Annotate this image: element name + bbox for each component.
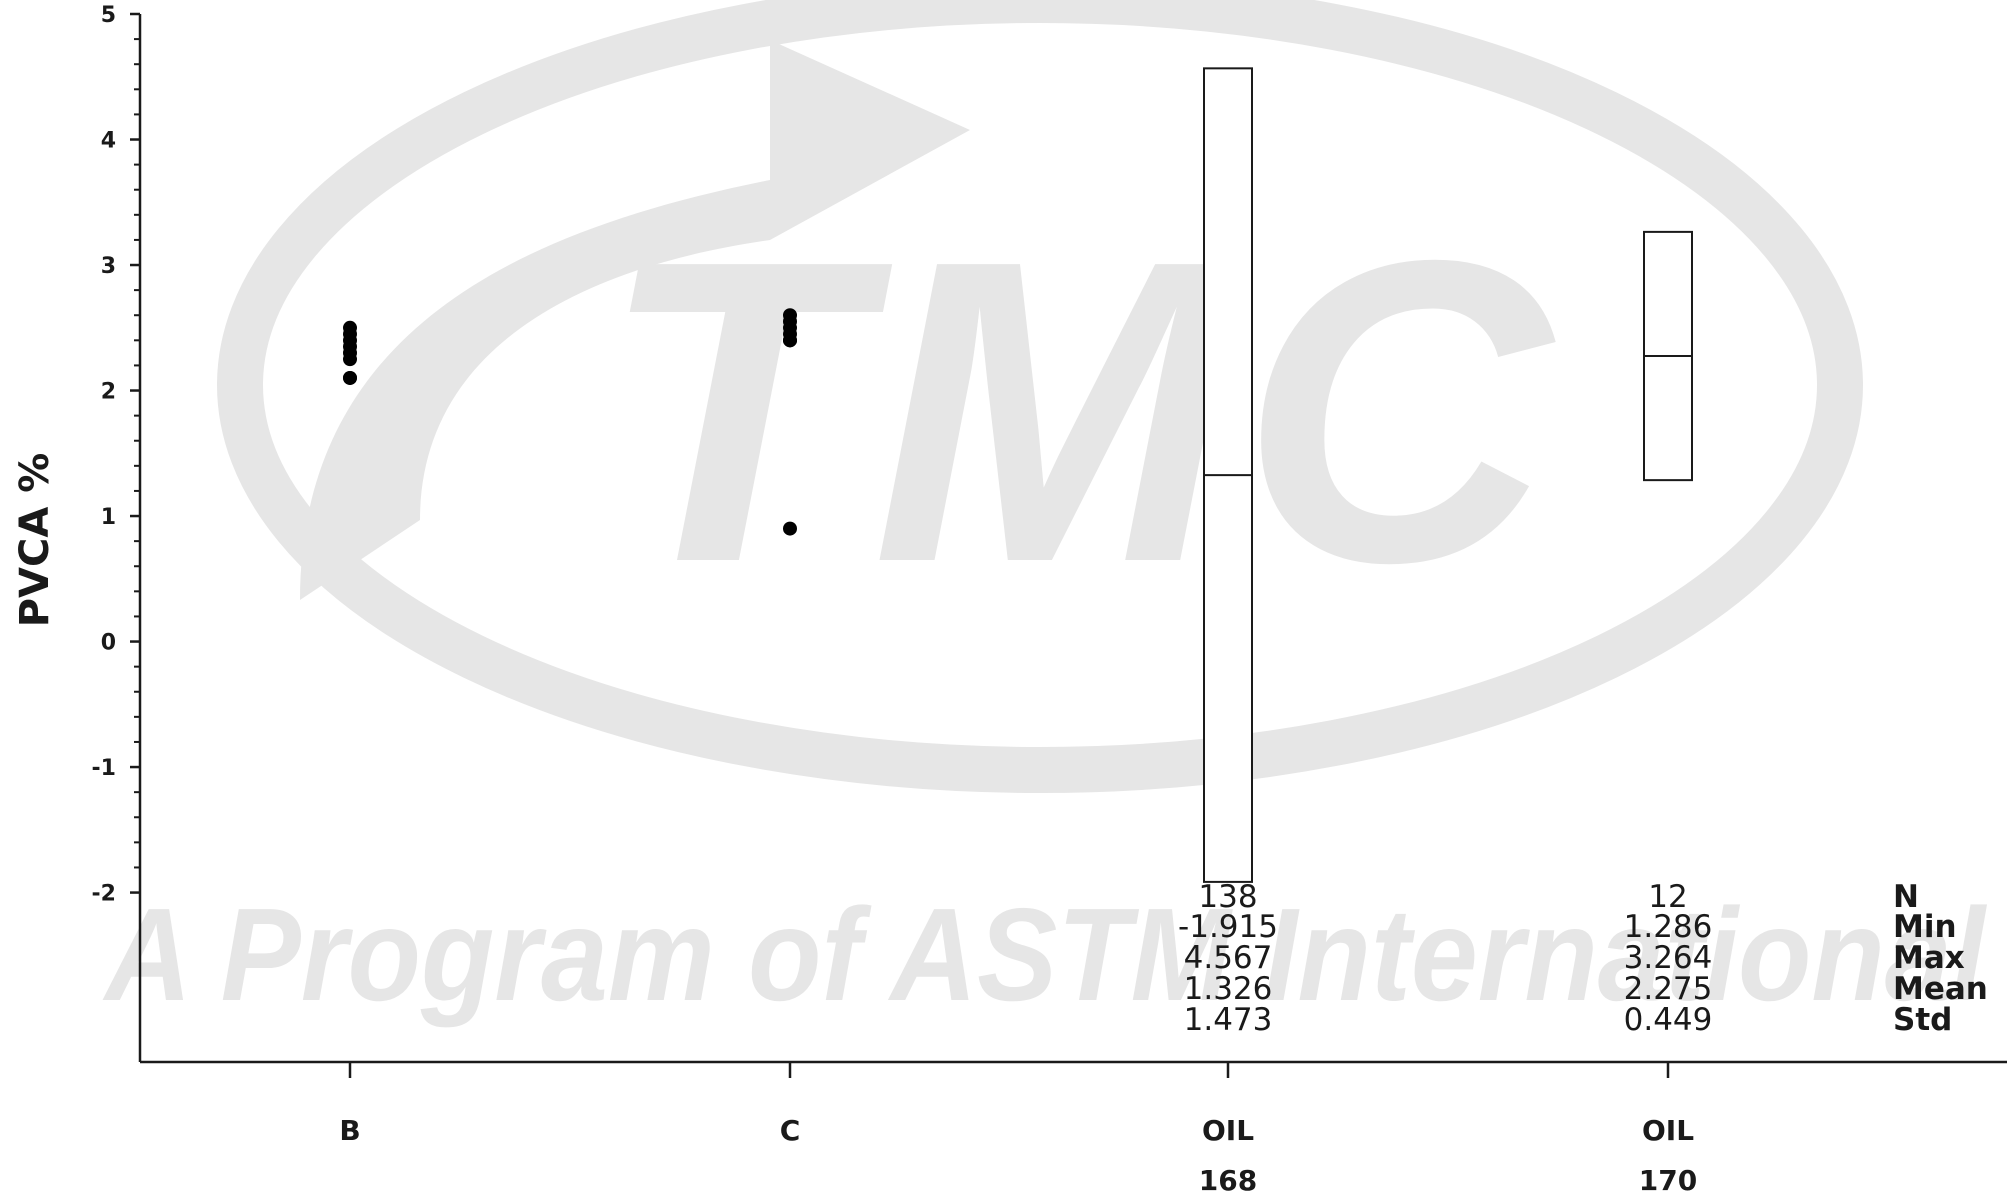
boxes <box>1203 67 1693 883</box>
stat-row-name: N <box>1893 879 1919 915</box>
y-tick-label: 4 <box>101 129 116 154</box>
category-label: C <box>780 1114 801 1147</box>
y-tick-label: 1 <box>101 505 116 530</box>
stat-value: 138 <box>1198 879 1257 915</box>
watermark-ellipse <box>217 0 1863 793</box>
y-tick-label: 3 <box>101 254 116 279</box>
category-label: OIL <box>1202 1114 1254 1147</box>
stat-value: 1.286 <box>1624 909 1713 945</box>
y-tick-label: -2 <box>92 882 116 907</box>
y-tick-label: 2 <box>101 380 116 405</box>
stat-value: 4.567 <box>1184 940 1273 976</box>
stat-value: 1.326 <box>1184 971 1273 1007</box>
category-label-line2: 170 <box>1639 1164 1697 1197</box>
y-tick-label: 5 <box>101 3 116 28</box>
y-ticks <box>130 12 140 894</box>
y-axis-title: PVCA % <box>12 453 58 628</box>
data-point <box>783 333 797 348</box>
y-tick-label: -1 <box>92 756 116 781</box>
category-label: B <box>339 1114 360 1147</box>
stat-value: -1.915 <box>1178 909 1278 945</box>
category-labels: B C OIL 168 OIL 170 <box>339 1114 1697 1197</box>
x-ticks <box>348 1062 1670 1078</box>
category-label-line2: 168 <box>1199 1164 1257 1197</box>
data-points <box>343 308 797 536</box>
stat-value: 0.449 <box>1624 1002 1713 1038</box>
stat-value: 12 <box>1648 879 1687 915</box>
watermark-logo-text: TMC <box>599 172 1560 652</box>
stat-value: 3.264 <box>1624 940 1713 976</box>
data-point <box>343 370 357 385</box>
stat-row-name: Max <box>1893 940 1965 976</box>
stat-row-name: Std <box>1893 1002 1952 1038</box>
category-label: OIL <box>1642 1114 1694 1147</box>
y-tick-label: 0 <box>101 631 116 656</box>
stat-value: 2.275 <box>1624 971 1713 1007</box>
stat-row-name: Mean <box>1893 971 1988 1007</box>
tmc-watermark-logo: TMC A Program of ASTM International <box>102 0 1987 1028</box>
stat-row-name: Min <box>1893 909 1957 945</box>
watermark-arrow <box>300 40 970 600</box>
watermark-tagline: A Program of ASTM International <box>102 881 1987 1028</box>
data-point <box>343 352 357 367</box>
data-point <box>783 521 797 536</box>
y-tick-labels: -2 -1 0 1 2 3 4 5 <box>92 3 116 907</box>
stat-value: 1.473 <box>1184 1002 1273 1038</box>
